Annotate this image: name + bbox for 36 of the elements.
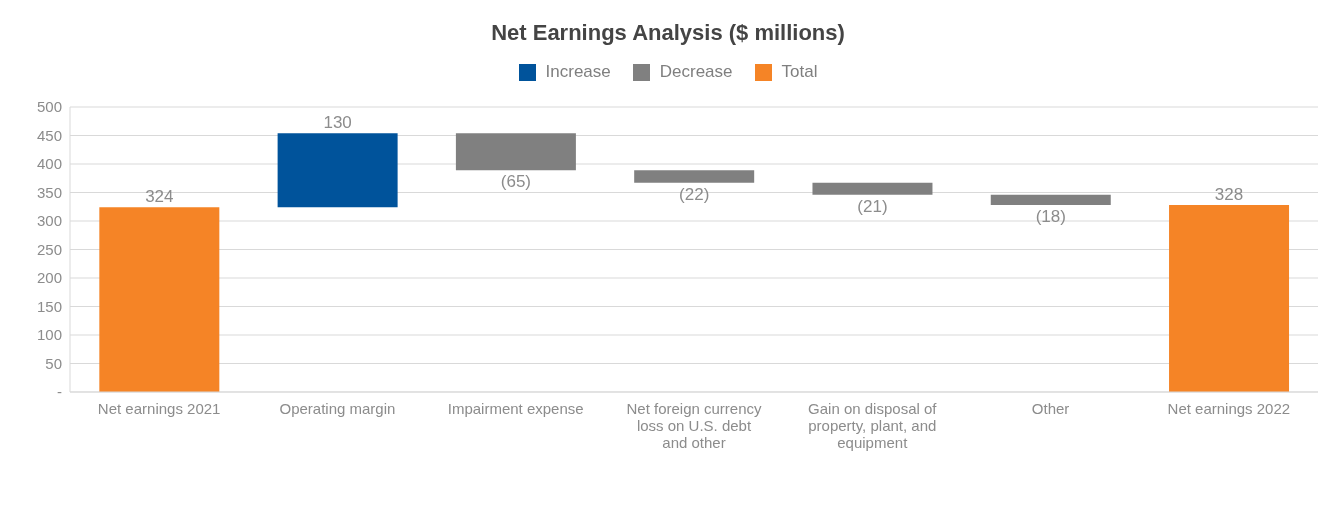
y-tick-label: 200 bbox=[36, 269, 62, 287]
data-label: (22) bbox=[679, 184, 710, 204]
y-tick-label: 500 bbox=[36, 98, 62, 116]
legend-label: Total bbox=[781, 62, 818, 82]
x-tick-label: Net earnings 2022 bbox=[1167, 400, 1291, 417]
x-tick-label: Net earnings 2021 bbox=[97, 400, 221, 417]
bar bbox=[99, 207, 220, 392]
y-tick-label: 450 bbox=[36, 126, 62, 144]
y-tick-label: 50 bbox=[45, 354, 62, 372]
chart-title: Net Earnings Analysis ($ millions) bbox=[490, 20, 846, 46]
legend-label: Decrease bbox=[659, 62, 733, 82]
data-label: (18) bbox=[1035, 207, 1066, 227]
x-tick-label: Operating margin bbox=[279, 400, 396, 417]
bar bbox=[634, 170, 755, 183]
data-label: 130 bbox=[323, 113, 352, 133]
data-label: 328 bbox=[1214, 185, 1244, 205]
bar bbox=[1169, 205, 1290, 392]
y-tick-label: 350 bbox=[36, 183, 62, 201]
bar bbox=[812, 182, 933, 195]
data-label: 324 bbox=[145, 187, 174, 207]
x-tick-label: Gain on disposal of property, plant, and equipment bbox=[808, 400, 938, 451]
bar bbox=[277, 133, 398, 208]
y-tick-label: 250 bbox=[36, 240, 62, 258]
y-tick-label: 400 bbox=[36, 155, 62, 173]
x-tick-label: Impairment expense bbox=[447, 400, 584, 417]
y-tick-label: 100 bbox=[36, 326, 62, 344]
y-tick-label: 150 bbox=[36, 297, 62, 315]
x-tick-label: Net foreign currency loss on U.S. debt and other bbox=[626, 400, 763, 451]
data-label: (65) bbox=[500, 172, 532, 192]
legend-label: Increase bbox=[545, 62, 611, 82]
bar bbox=[990, 194, 1111, 206]
y-tick-label: 300 bbox=[36, 212, 62, 230]
x-tick-label: Other bbox=[1031, 400, 1070, 417]
y-tick-label: - bbox=[57, 383, 62, 401]
data-label: (21) bbox=[857, 196, 888, 216]
bar bbox=[455, 133, 576, 171]
